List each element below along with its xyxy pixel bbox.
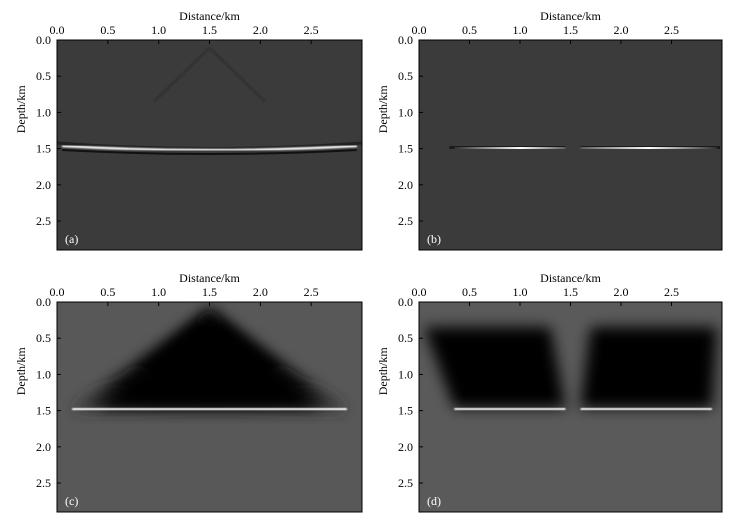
x-tick-label: 0.5 — [100, 285, 115, 299]
y-tick-label: 2.0 — [398, 440, 413, 454]
x-tick-label: 0.0 — [412, 285, 427, 299]
image-a — [57, 40, 362, 250]
x-tick-label: 0.0 — [50, 23, 65, 37]
y-tick-label: 1.0 — [398, 367, 413, 381]
y-tick-label: 1.5 — [398, 404, 413, 418]
y-tick-label: 0.5 — [36, 69, 51, 83]
y-tick-label: 0.0 — [398, 295, 413, 309]
y-tick-label: 2.5 — [398, 214, 413, 228]
x-tick-label: 1.0 — [151, 23, 166, 37]
x-tick-label: 0.5 — [100, 23, 115, 37]
x-tick-label: 0.5 — [462, 23, 477, 37]
y-tick-label: 0.5 — [398, 69, 413, 83]
y-axis-label: Depth/km — [14, 347, 28, 396]
y-tick-label: 0.5 — [398, 331, 413, 345]
x-tick-label: 0.0 — [412, 23, 427, 37]
panel-label: (a) — [65, 232, 78, 246]
x-tick-label: 1.0 — [151, 285, 166, 299]
panel-label: (d) — [427, 494, 441, 508]
y-tick-label: 2.0 — [36, 178, 51, 192]
y-tick-label: 0.5 — [36, 331, 51, 345]
x-axis-label: Distance/km — [179, 271, 240, 285]
y-tick-label: 1.5 — [36, 142, 51, 156]
image-c — [57, 302, 362, 512]
image-b — [419, 40, 722, 250]
y-tick-label: 0.0 — [398, 33, 413, 47]
panel-label: (c) — [65, 494, 78, 508]
y-tick-label: 0.0 — [36, 295, 51, 309]
y-tick-label: 2.0 — [36, 440, 51, 454]
y-tick-label: 2.0 — [398, 178, 413, 192]
y-tick-label: 2.5 — [36, 476, 51, 490]
x-tick-label: 2.0 — [614, 23, 629, 37]
panel-label: (b) — [427, 232, 441, 246]
y-tick-label: 1.5 — [36, 404, 51, 418]
x-tick-label: 1.5 — [202, 285, 217, 299]
x-tick-label: 2.0 — [253, 285, 268, 299]
y-tick-label: 2.5 — [36, 214, 51, 228]
x-axis-label: Distance/km — [540, 9, 601, 23]
y-axis-label: Depth/km — [376, 85, 390, 134]
x-tick-label: 1.0 — [513, 23, 528, 37]
x-tick-label: 2.5 — [304, 285, 319, 299]
x-tick-label: 1.5 — [563, 23, 578, 37]
y-tick-label: 0.0 — [36, 33, 51, 47]
y-tick-label: 1.0 — [398, 105, 413, 119]
image-d — [419, 302, 722, 512]
x-axis-label: Distance/km — [540, 271, 601, 285]
y-axis-label: Depth/km — [14, 85, 28, 134]
x-tick-label: 2.0 — [253, 23, 268, 37]
x-tick-label: 0.0 — [50, 285, 65, 299]
x-tick-label: 1.0 — [513, 285, 528, 299]
x-tick-label: 2.5 — [664, 23, 679, 37]
x-axis-label: Distance/km — [179, 9, 240, 23]
x-tick-label: 0.5 — [462, 285, 477, 299]
y-axis-label: Depth/km — [376, 347, 390, 396]
x-tick-label: 2.5 — [304, 23, 319, 37]
y-tick-label: 1.0 — [36, 105, 51, 119]
x-tick-label: 2.0 — [614, 285, 629, 299]
y-tick-label: 2.5 — [398, 476, 413, 490]
y-tick-label: 1.0 — [36, 367, 51, 381]
x-tick-label: 1.5 — [563, 285, 578, 299]
x-tick-label: 2.5 — [664, 285, 679, 299]
y-tick-label: 1.5 — [398, 142, 413, 156]
x-tick-label: 1.5 — [202, 23, 217, 37]
